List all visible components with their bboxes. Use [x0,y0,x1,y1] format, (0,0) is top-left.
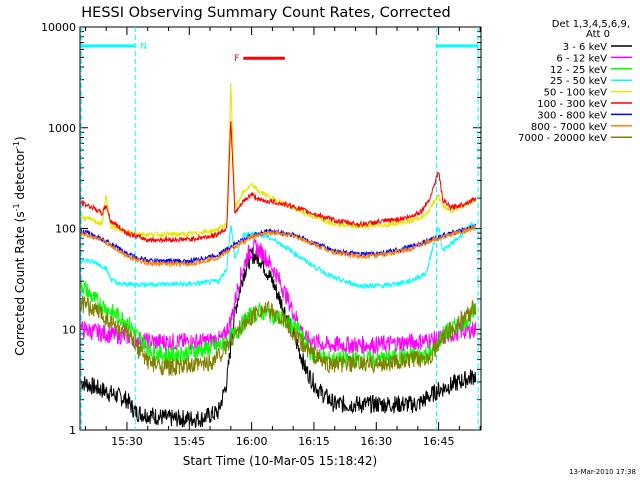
legend-entry-label: 300 - 800 keV [537,110,607,121]
footer-timestamp: 13-Mar-2010 17:38 [569,468,636,476]
y-tick-label: 10 [62,323,76,336]
series-layer [80,83,477,429]
series-line [80,247,477,429]
y-tick-label: 100 [55,223,76,236]
legend-entry-label: 25 - 50 keV [550,76,607,87]
series-line [80,295,477,376]
x-tick-label: 16:30 [360,435,392,448]
x-axis-label: Start Time (10-Mar-05 15:18:42) [183,454,377,468]
axes-frame: 1 10 100 1000 10000 15:30 15:45 16:00 16:15 16:30… [41,21,482,448]
y-tick-label: 10000 [41,21,76,34]
series-line [80,225,477,269]
y-axis-label: Corrected Count Rate (s-1 detector-1) [12,136,27,355]
y-tick-label: 1000 [48,122,76,135]
legend-entry-label: 6 - 12 keV [556,53,607,64]
flare-label: F [234,54,239,64]
series-line [80,237,477,355]
annotation-layer: NF [80,27,479,430]
y-tick-label: 1 [69,424,76,437]
plot-frame [79,26,482,431]
series-line [80,121,477,244]
legend-header-line: Att 0 [586,29,610,40]
x-tick-label: 16:15 [298,435,330,448]
series-line [80,222,476,290]
legend-entry-label: 7000 - 20000 keV [518,133,607,144]
legend-entry-label: 12 - 25 keV [550,65,607,76]
legend-entry-label: 800 - 7000 keV [531,122,607,133]
legend-entry-label: 100 - 300 keV [537,99,607,110]
legend-entry-label: 50 - 100 keV [544,88,608,99]
x-tick-label: 16:00 [236,435,268,448]
legend-header-line: Det 1,3,4,5,6,9, [552,19,630,30]
night-label: N [140,42,147,52]
chart-title: HESSI Observing Summary Count Rates, Cor… [81,5,450,21]
x-tick-label: 15:30 [111,435,143,448]
x-tick-label: 15:45 [173,435,205,448]
legend-entry-label: 3 - 6 keV [563,42,607,53]
x-tick-label: 16:45 [423,435,455,448]
